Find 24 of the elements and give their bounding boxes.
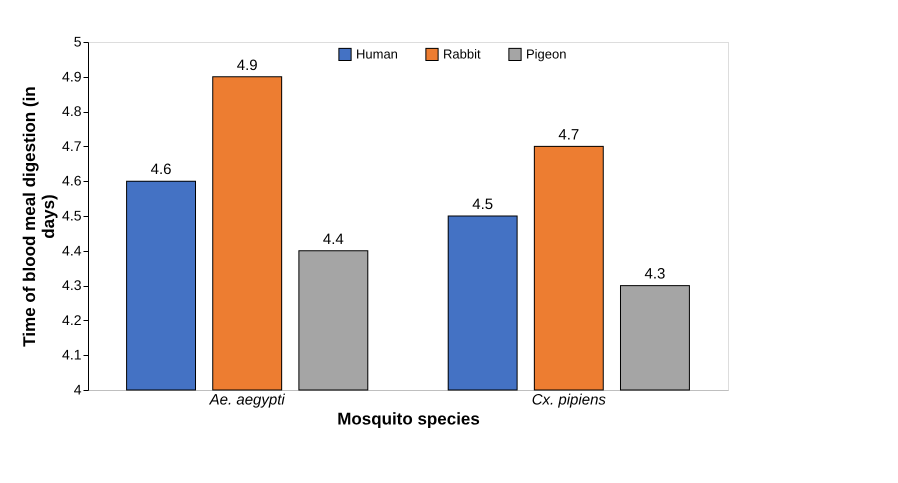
y-tick-label: 4.2 (62, 312, 82, 328)
data-label: 4.5 (472, 196, 494, 213)
y-tick-label: 4.3 (62, 277, 82, 294)
legend-label: Pigeon (526, 46, 566, 62)
y-tick-label: 4.5 (62, 208, 82, 224)
y-tick-label: 4.6 (62, 172, 82, 189)
y-tick-label: 4 (74, 382, 82, 398)
x-tick-label: Ae. aegypti (208, 392, 286, 408)
y-tick-label: 5 (74, 34, 82, 50)
data-label: 4.6 (150, 161, 172, 178)
legend-label: Human (356, 46, 398, 62)
y-tick-label: 4.8 (62, 103, 82, 120)
data-label: 4.4 (322, 230, 344, 248)
data-label: 4.7 (558, 126, 580, 144)
y-tick-label: 4.4 (62, 242, 82, 258)
data-label: 4.3 (644, 266, 666, 283)
legend-label: Rabbit (443, 46, 481, 62)
y-tick-label: 4.7 (62, 138, 82, 154)
x-axis-title: Mosquito species (337, 410, 480, 428)
data-label: 4.9 (236, 56, 258, 74)
x-tick-label: Cx. pipiens (532, 392, 606, 408)
y-tick-label: 4.1 (62, 346, 82, 363)
y-tick-label: 4.9 (62, 68, 82, 84)
y-axis-title: Time of blood meal digestion (in days) (20, 86, 58, 347)
